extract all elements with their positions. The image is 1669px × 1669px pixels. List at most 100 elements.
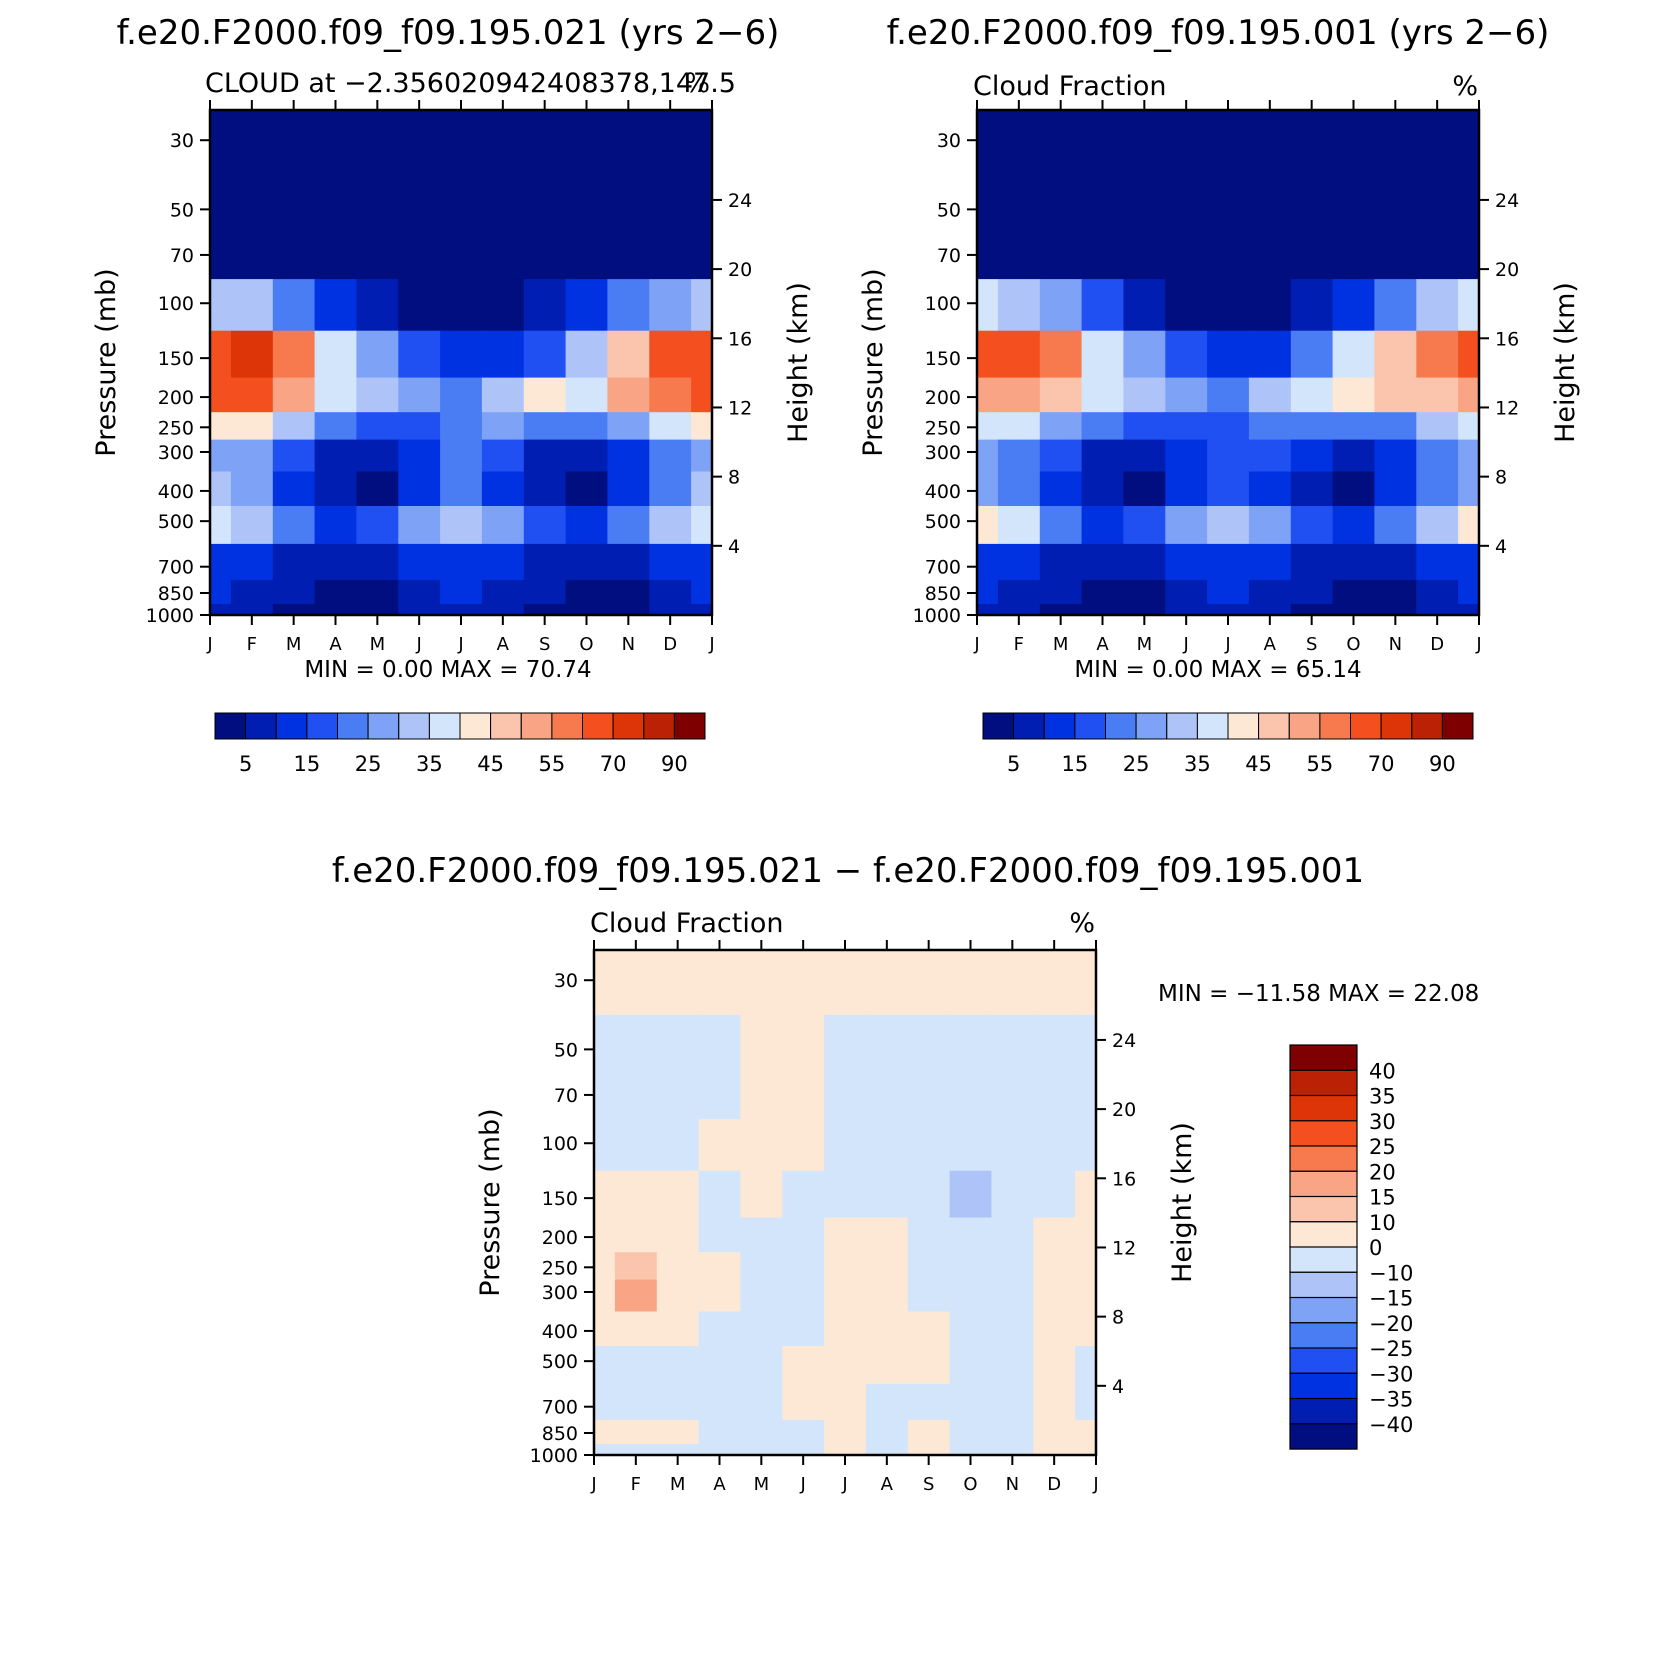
heatmap-cell bbox=[398, 110, 441, 176]
heatmap-cell bbox=[523, 279, 567, 332]
heatmap-cell bbox=[565, 232, 608, 280]
heatmap-cell bbox=[607, 279, 650, 332]
heatmap-cell bbox=[865, 1383, 909, 1421]
colorbar-label: 35 bbox=[1184, 752, 1211, 776]
y-tick-label: 70 bbox=[937, 245, 961, 267]
heatmap-cell bbox=[1290, 377, 1334, 413]
x-tick-label: A bbox=[881, 1474, 894, 1495]
heatmap-cell bbox=[1207, 330, 1250, 379]
heatmap-cell bbox=[1332, 439, 1375, 472]
colorbar-swatch bbox=[1074, 712, 1107, 740]
y2-tick-label: 4 bbox=[1112, 1376, 1124, 1398]
heatmap-cell bbox=[523, 604, 567, 616]
heatmap-cell bbox=[210, 604, 232, 616]
y2-tick-label: 8 bbox=[1495, 467, 1507, 489]
x-tick-label: M bbox=[670, 1474, 686, 1495]
heatmap-cell bbox=[210, 110, 232, 176]
heatmap-cell bbox=[1458, 506, 1480, 545]
heatmap-cell bbox=[1290, 439, 1334, 472]
heatmap-cell bbox=[210, 412, 232, 441]
heatmap-cell bbox=[782, 950, 825, 1016]
heatmap-cell bbox=[614, 1383, 658, 1421]
colorbar-swatch bbox=[1289, 1195, 1358, 1223]
heatmap-cell bbox=[1207, 110, 1250, 176]
heatmap-cell bbox=[1033, 950, 1076, 1016]
heatmap-cell bbox=[1207, 279, 1250, 332]
y-tick-label: 30 bbox=[937, 130, 961, 152]
y2-tick-label: 24 bbox=[1112, 1030, 1136, 1052]
heatmap-cell bbox=[782, 1311, 825, 1347]
heatmap-cell bbox=[314, 604, 357, 616]
colorbar-swatch bbox=[1289, 1423, 1358, 1450]
heatmap-cell bbox=[523, 110, 567, 176]
heatmap-cell bbox=[614, 1311, 658, 1347]
heatmap-cell bbox=[782, 1170, 825, 1219]
heatmap-cell bbox=[607, 174, 650, 233]
heatmap-cell bbox=[1033, 1419, 1076, 1445]
heatmap-cell bbox=[1165, 110, 1208, 176]
heatmap-cell bbox=[210, 232, 232, 280]
heatmap-cell bbox=[1416, 412, 1459, 441]
heatmap-cell bbox=[1033, 1119, 1076, 1172]
heatmap-cell bbox=[907, 1170, 951, 1219]
heatmap-cell bbox=[1081, 232, 1124, 280]
heatmap-cell bbox=[440, 439, 483, 472]
heatmap-cell bbox=[949, 1217, 992, 1253]
y-tick-label: 1000 bbox=[530, 1445, 578, 1467]
heatmap-cell bbox=[977, 232, 999, 280]
heatmap-cell bbox=[1332, 471, 1375, 507]
heatmap-cell bbox=[865, 1170, 909, 1219]
x-tick-label: N bbox=[622, 634, 635, 655]
y-tick-label: 300 bbox=[158, 442, 194, 464]
heatmap-cell bbox=[991, 1252, 1034, 1281]
y-tick-label: 400 bbox=[925, 481, 961, 503]
heatmap-cell bbox=[1416, 604, 1459, 616]
heatmap-cell bbox=[1374, 604, 1417, 616]
colorbar-swatch bbox=[673, 712, 706, 740]
heatmap-cell bbox=[1290, 110, 1334, 176]
heatmap-cell bbox=[594, 1419, 616, 1445]
heatmap-cell bbox=[991, 1170, 1034, 1219]
heatmap-cell bbox=[698, 1444, 741, 1456]
heatmap-cell bbox=[1332, 543, 1375, 581]
heatmap-cell bbox=[649, 439, 692, 472]
y-tick-label: 250 bbox=[158, 417, 194, 439]
heatmap-cell bbox=[991, 1383, 1034, 1421]
heatmap-cell bbox=[1165, 232, 1208, 280]
heatmap-cell bbox=[1075, 950, 1097, 1016]
heatmap-cell bbox=[1081, 543, 1124, 581]
heatmap-cell bbox=[210, 279, 232, 332]
heatmap-cell bbox=[1081, 377, 1124, 413]
x-tick-label: O bbox=[963, 1474, 977, 1495]
colorbar-swatch bbox=[1196, 712, 1229, 740]
heatmap-cell bbox=[865, 1346, 909, 1385]
y-tick-label: 70 bbox=[554, 1085, 578, 1107]
y-tick-label: 850 bbox=[158, 583, 194, 605]
heatmap-cell bbox=[481, 174, 525, 233]
heatmap-cell bbox=[440, 506, 483, 545]
colorbar-label: −35 bbox=[1369, 1388, 1413, 1412]
y-tick-label: 700 bbox=[542, 1397, 578, 1419]
heatmap-cell bbox=[997, 579, 1041, 605]
colorbar-label: 55 bbox=[1307, 752, 1334, 776]
heatmap-cell bbox=[607, 543, 650, 581]
heatmap-cell bbox=[1374, 330, 1417, 379]
heatmap-cell bbox=[272, 232, 316, 280]
heatmap-cell bbox=[607, 377, 650, 413]
heatmap-cell bbox=[481, 232, 525, 280]
colorbar-label: 35 bbox=[1369, 1085, 1396, 1109]
heatmap-cell bbox=[594, 1014, 616, 1073]
heatmap-cell bbox=[594, 1217, 616, 1253]
heatmap-cell bbox=[481, 412, 525, 441]
heatmap-cell bbox=[1248, 412, 1292, 441]
heatmap-cell bbox=[740, 1383, 783, 1421]
heatmap-cell bbox=[1039, 604, 1083, 616]
heatmap-cell bbox=[614, 1072, 658, 1120]
x-tick-label: M bbox=[1137, 634, 1153, 655]
heatmap-cell bbox=[1039, 506, 1083, 545]
heatmap-cell bbox=[1039, 439, 1083, 472]
heatmap-cell bbox=[824, 1119, 867, 1172]
heatmap-cell bbox=[997, 174, 1041, 233]
heatmap-cell bbox=[1374, 110, 1417, 176]
heatmap-cell bbox=[1039, 471, 1083, 507]
